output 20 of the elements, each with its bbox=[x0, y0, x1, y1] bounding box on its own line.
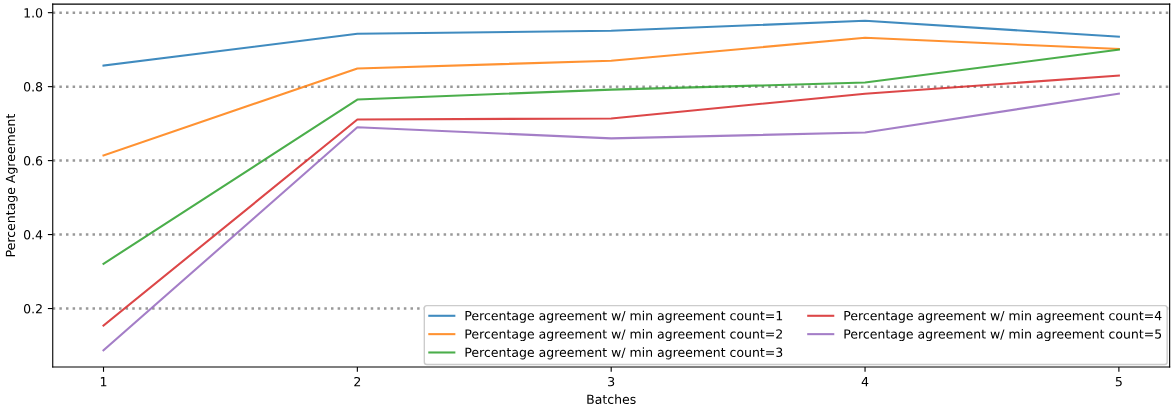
legend-label: Percentage agreement w/ min agreement count=5 bbox=[844, 329, 1162, 342]
legend-label: Percentage agreement w/ min agreement count=4 bbox=[844, 310, 1162, 323]
y-axis-title: Percentage Agreement bbox=[5, 114, 18, 257]
y-tick-label: 0.4 bbox=[23, 230, 43, 240]
legend-label: Percentage agreement w/ min agreement count=1 bbox=[465, 310, 783, 323]
x-tick-label: 2 bbox=[354, 376, 361, 387]
legend-label: Percentage agreement w/ min agreement count=2 bbox=[465, 329, 782, 342]
y-tick-label: 0.2 bbox=[23, 304, 42, 314]
x-axis-title: Batches bbox=[587, 394, 636, 405]
line-series bbox=[102, 36, 1120, 157]
y-tick-label: 1.0 bbox=[24, 8, 43, 18]
x-tick-label: 5 bbox=[1115, 377, 1122, 387]
x-tick-label: 3 bbox=[608, 376, 615, 387]
line-series bbox=[102, 19, 1120, 67]
y-tick-label: 0.6 bbox=[23, 156, 43, 166]
x-tick-label: 4 bbox=[861, 377, 869, 387]
legend-label: Percentage agreement w/ min agreement count=3 bbox=[465, 347, 783, 360]
x-tick-label: 1 bbox=[100, 377, 107, 387]
y-tick-label: 0.8 bbox=[23, 82, 43, 92]
line-series bbox=[102, 48, 1120, 265]
